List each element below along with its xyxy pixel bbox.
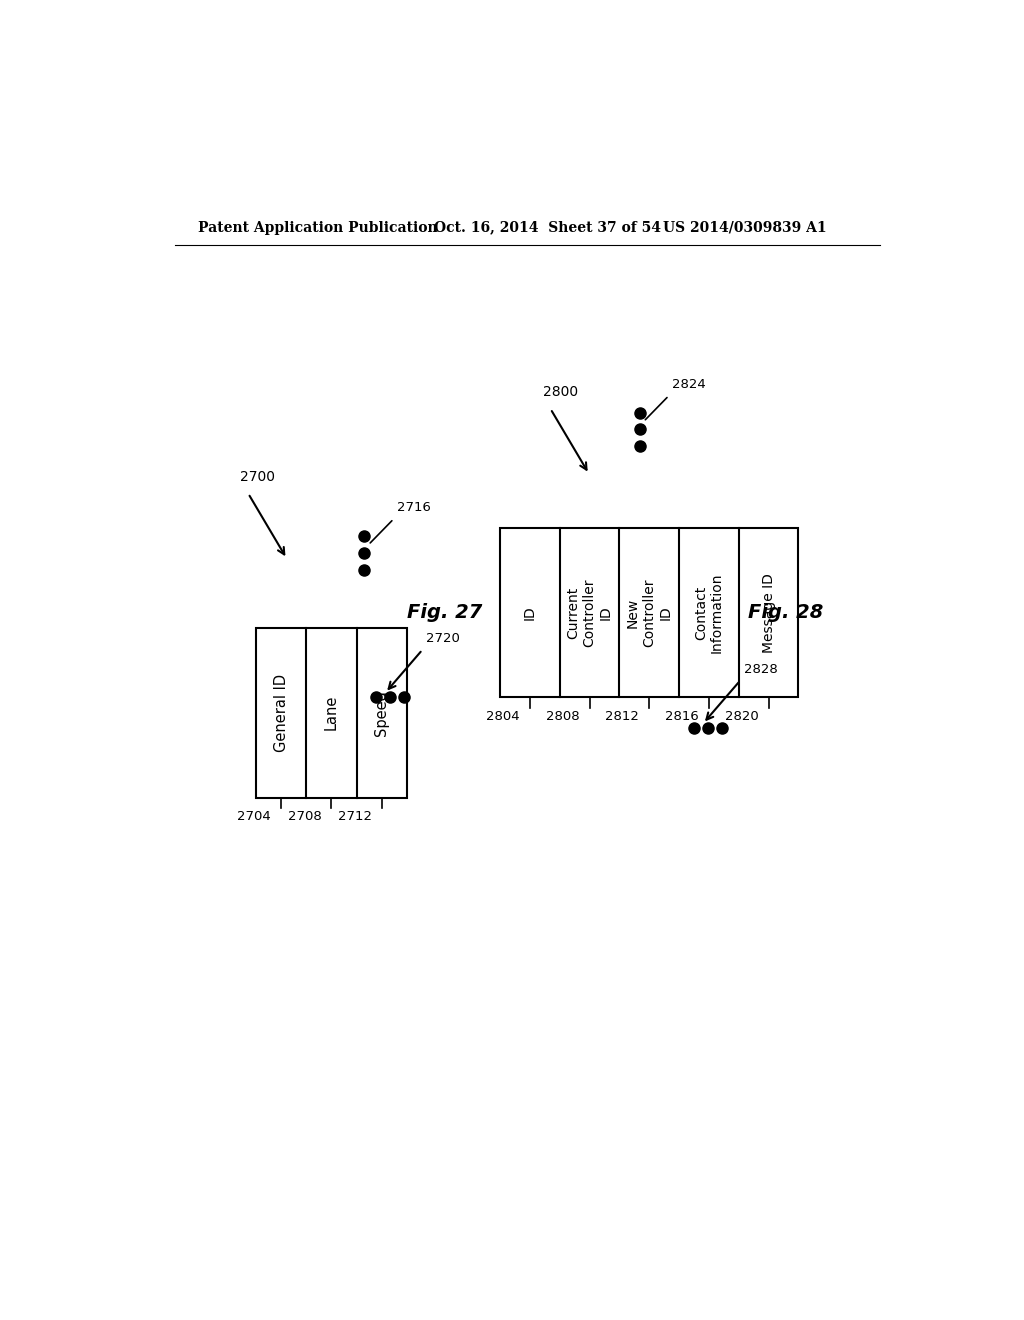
Text: 2800: 2800	[543, 385, 578, 400]
Text: 2820: 2820	[725, 710, 759, 723]
Text: 2828: 2828	[744, 663, 778, 676]
Text: 2700: 2700	[241, 470, 275, 484]
Text: 2704: 2704	[238, 810, 271, 822]
Text: General ID: General ID	[273, 673, 289, 752]
Text: 2816: 2816	[665, 710, 698, 723]
Bar	[256, 628, 407, 797]
Bar	[500, 528, 799, 697]
Text: Message ID: Message ID	[762, 573, 775, 652]
Text: Speed: Speed	[375, 690, 389, 735]
Text: 2804: 2804	[486, 710, 520, 723]
Text: Lane: Lane	[324, 696, 339, 730]
Text: Fig. 28: Fig. 28	[748, 603, 823, 622]
Text: 2716: 2716	[397, 502, 431, 515]
Text: 2708: 2708	[288, 810, 322, 822]
Text: 2712: 2712	[338, 810, 372, 822]
Text: 2720: 2720	[426, 632, 460, 645]
Text: Contact
Information: Contact Information	[694, 573, 724, 653]
Text: 2812: 2812	[605, 710, 639, 723]
Text: 2808: 2808	[546, 710, 580, 723]
Text: Oct. 16, 2014  Sheet 37 of 54: Oct. 16, 2014 Sheet 37 of 54	[434, 220, 662, 235]
Text: ID: ID	[523, 606, 537, 620]
Text: US 2014/0309839 A1: US 2014/0309839 A1	[663, 220, 826, 235]
Text: New
Controller
ID: New Controller ID	[626, 578, 673, 647]
Text: Fig. 27: Fig. 27	[407, 603, 482, 622]
Text: 2824: 2824	[672, 378, 706, 391]
Text: Current
Controller
ID: Current Controller ID	[566, 578, 612, 647]
Text: Patent Application Publication: Patent Application Publication	[198, 220, 437, 235]
